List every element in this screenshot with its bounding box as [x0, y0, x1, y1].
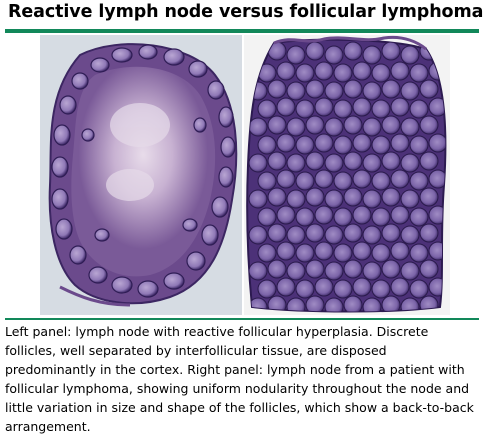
follicular-lymphoma-micrograph [246, 35, 447, 313]
reactive-node-micrograph [48, 43, 238, 307]
title-divider [5, 29, 479, 33]
micrograph-figure [40, 35, 450, 315]
figure-caption: Left panel: lymph node with reactive fol… [5, 324, 474, 434]
figure-title: Reactive lymph node versus follicular ly… [8, 2, 484, 22]
caption-divider [5, 318, 479, 320]
right-panel-follicular-lymphoma [244, 35, 450, 315]
left-panel-reactive-node [40, 35, 242, 315]
